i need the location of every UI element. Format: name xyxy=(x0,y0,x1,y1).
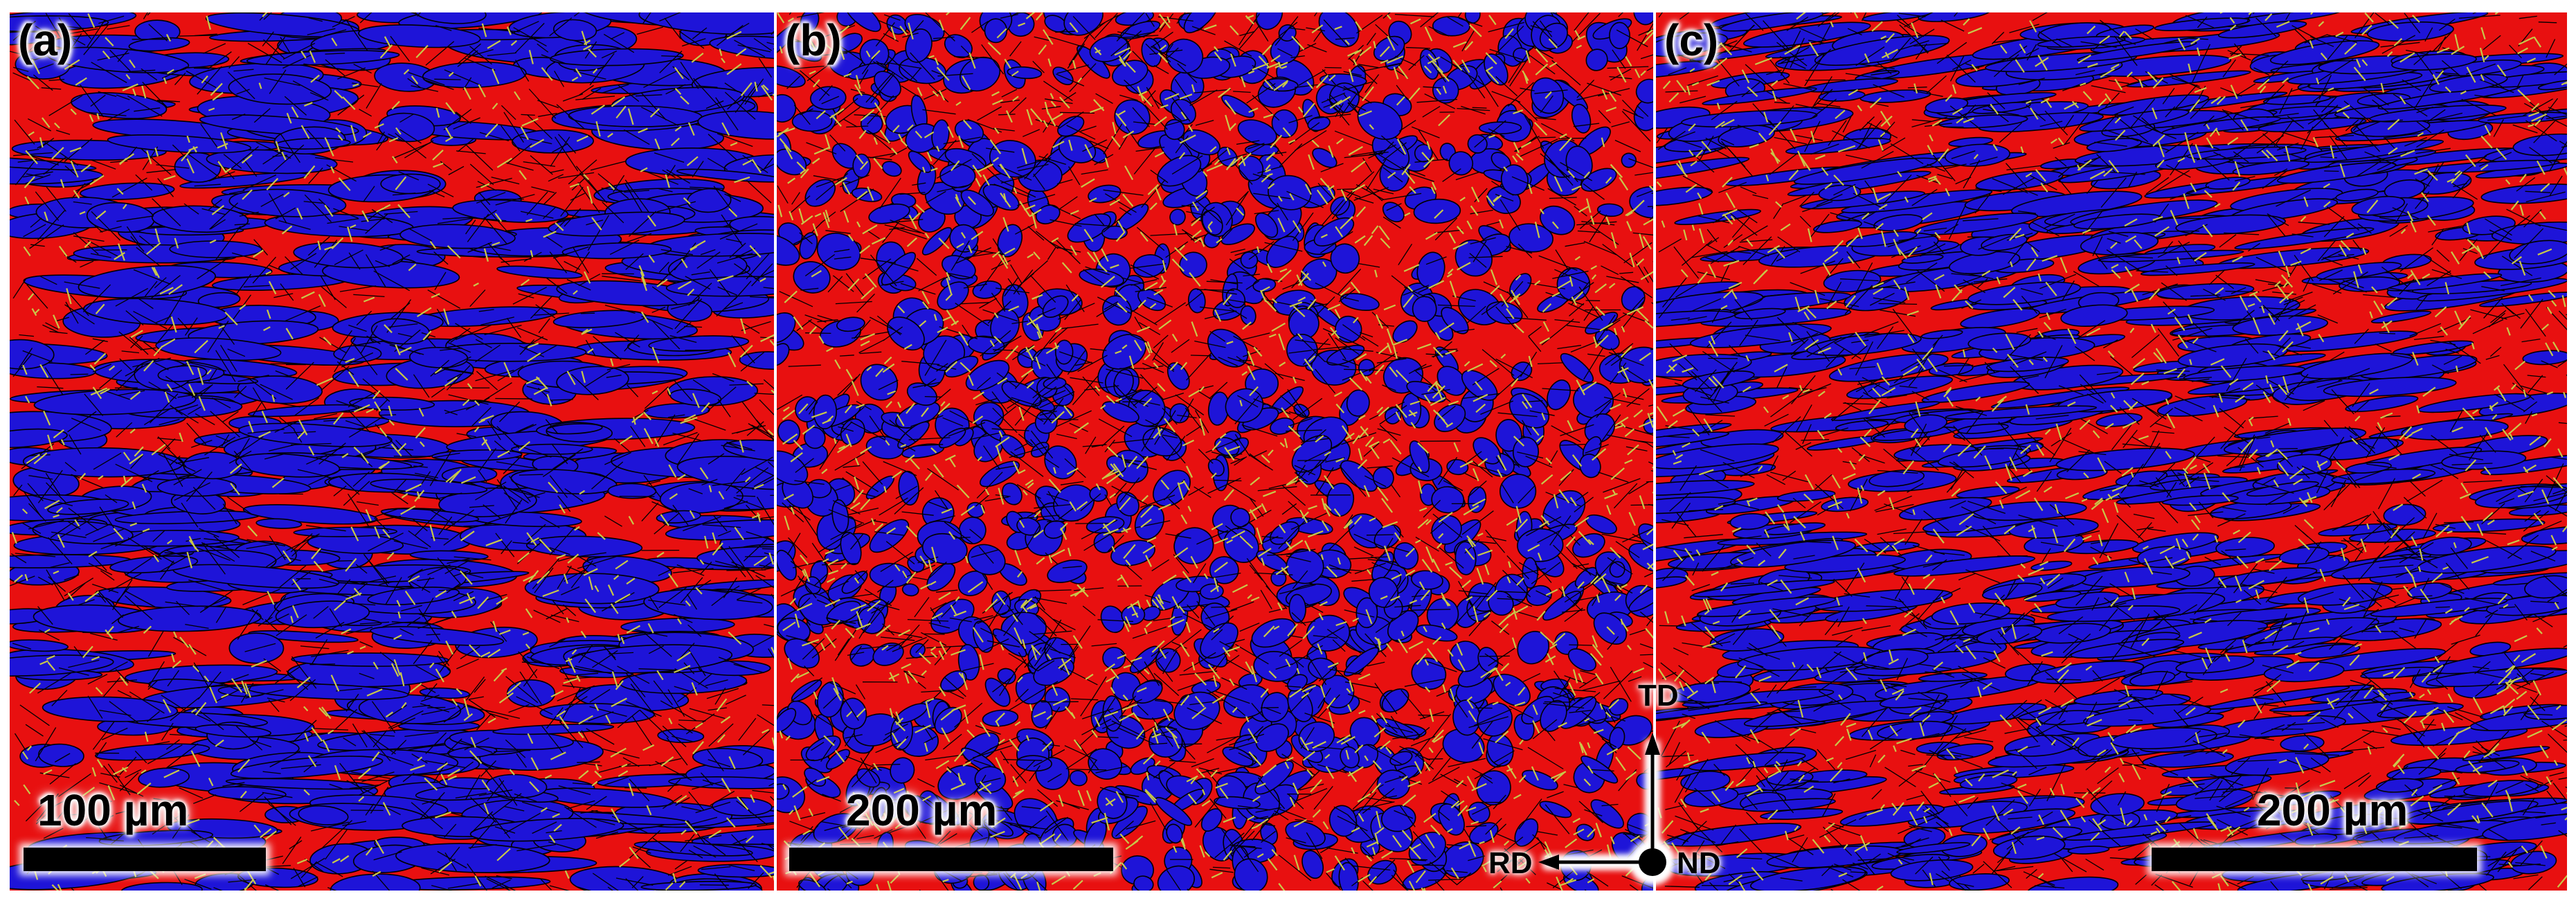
phase-map-b xyxy=(777,12,1653,891)
axis-label-td: TD xyxy=(1638,679,1679,713)
phase-map-a xyxy=(10,12,774,891)
scale-bar-b xyxy=(789,848,1113,871)
axis-label-nd: ND xyxy=(1677,846,1721,880)
panel-label-c: (c) xyxy=(1664,15,1719,65)
panel-c: (c) 200 µm xyxy=(1656,12,2567,891)
scale-bar-label-c: 200 µm xyxy=(2257,785,2408,835)
panel-label-a: (a) xyxy=(18,15,73,65)
scale-bar-label-a: 100 µm xyxy=(37,785,189,835)
panel-a: (a) 100 µm xyxy=(10,12,774,891)
panel-label-b: (b) xyxy=(785,15,842,65)
scale-bar-label-b: 200 µm xyxy=(846,785,998,835)
scale-bar-a xyxy=(24,848,266,871)
scale-bar-c xyxy=(2152,848,2477,871)
panel-b: (b) 200 µm xyxy=(777,12,1653,891)
phase-map-c xyxy=(1656,12,2567,891)
axis-label-rd: RD xyxy=(1488,846,1533,880)
